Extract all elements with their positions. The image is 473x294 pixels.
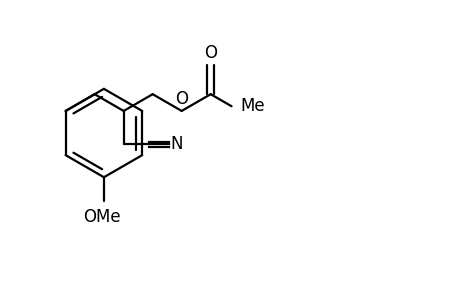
Text: O: O <box>204 44 217 62</box>
Text: OMe: OMe <box>83 208 121 226</box>
Text: N: N <box>170 136 183 153</box>
Text: Me: Me <box>240 97 264 115</box>
Text: O: O <box>175 90 188 108</box>
